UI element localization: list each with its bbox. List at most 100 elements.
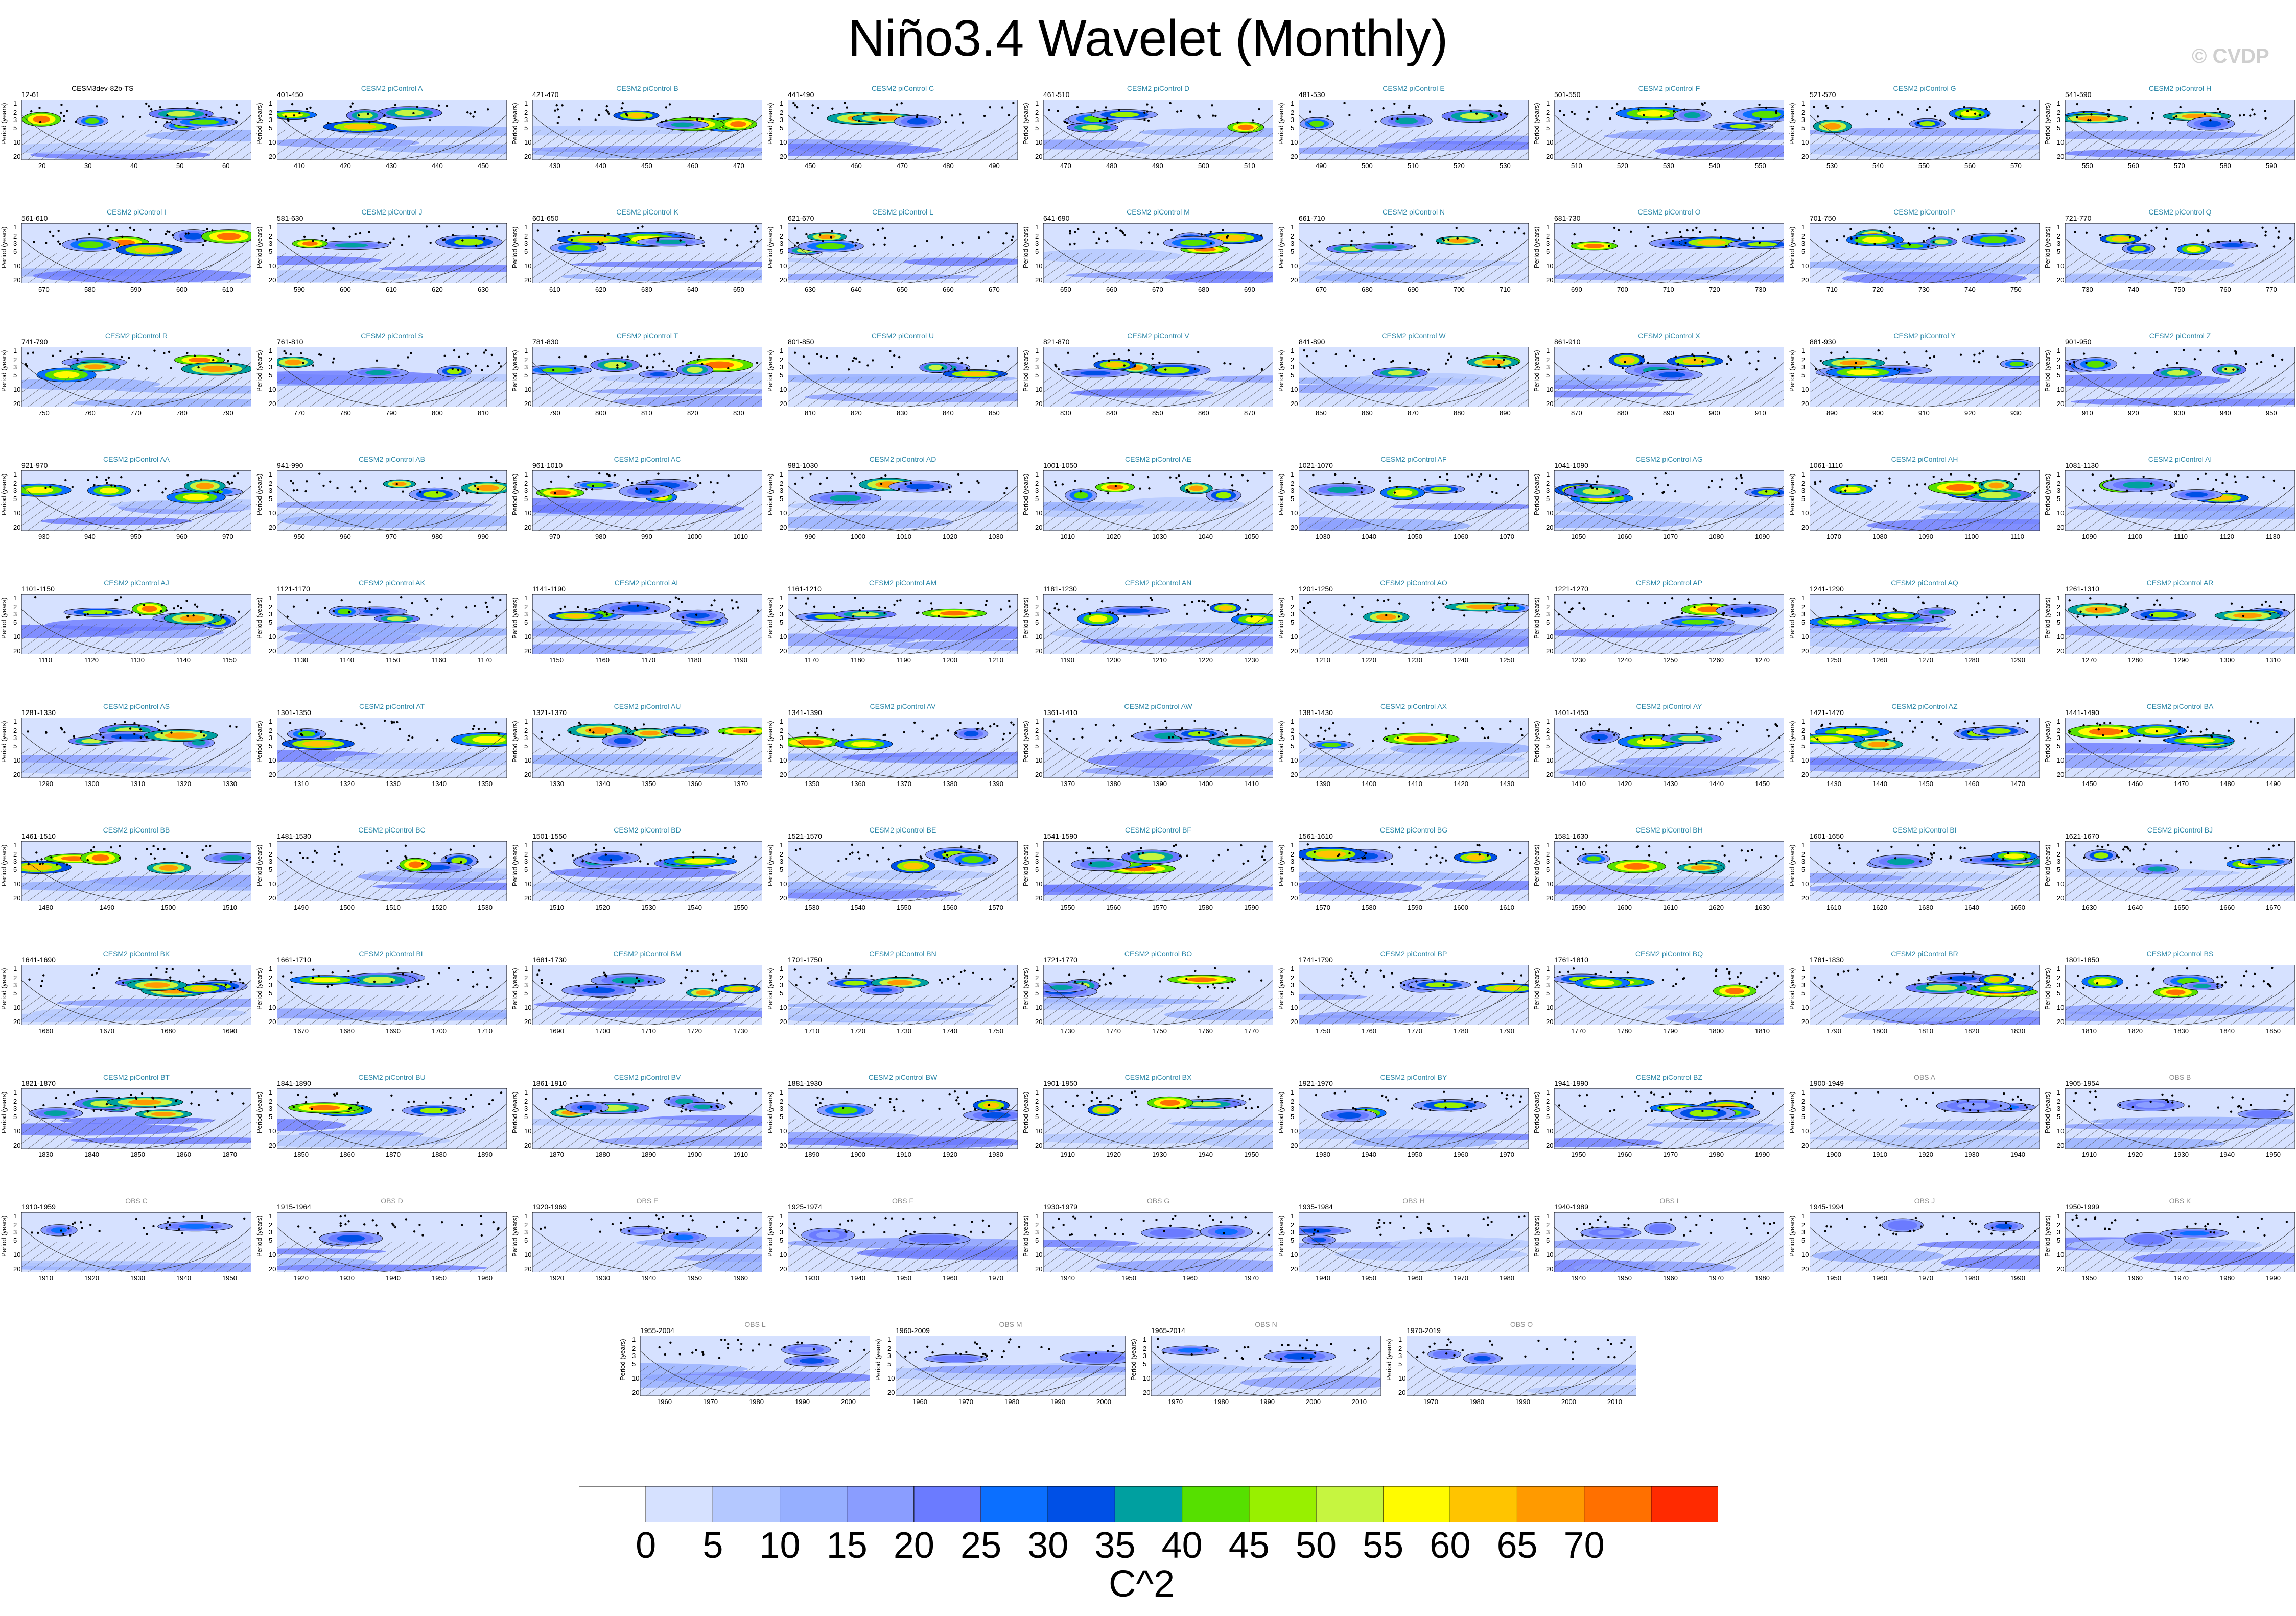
coi-hatch — [671, 129, 714, 160]
significance-dot — [1151, 242, 1154, 245]
coi-hatch — [2028, 151, 2040, 160]
y-tick-label: 3 — [269, 240, 273, 247]
significance-dot — [393, 721, 395, 724]
significance-dot — [1049, 730, 1052, 732]
significance-dot — [179, 237, 182, 240]
y-tick-label: 1 — [780, 347, 784, 354]
coi-hatch — [2257, 379, 2295, 407]
power-band — [1554, 501, 1706, 513]
power-band — [368, 868, 507, 878]
significance-dot — [143, 604, 146, 606]
coi-hatch — [551, 747, 594, 778]
significance-dot — [59, 350, 62, 352]
coi-hatch — [2230, 624, 2273, 654]
significance-dot — [1315, 350, 1318, 353]
significance-dot — [616, 366, 619, 369]
significance-dot — [2137, 121, 2139, 124]
significance-dot — [1338, 232, 1341, 234]
coi-hatch — [684, 624, 727, 654]
y-tick-label: 3 — [780, 240, 784, 247]
y-tick-label: 20 — [1035, 276, 1043, 284]
coi-hatch — [1089, 253, 1132, 283]
coi-hatch — [2124, 747, 2167, 778]
cone-of-influence — [532, 609, 762, 654]
y-axis-title: Period (years) — [511, 844, 519, 886]
y-tick-label: 5 — [780, 495, 784, 503]
coi-hatch — [1208, 500, 1251, 531]
significance-dot — [665, 731, 668, 733]
coi-hatch — [1586, 376, 1629, 407]
significance-dot — [1198, 731, 1201, 734]
significance-dot — [2021, 352, 2024, 355]
y-tick-label: 5 — [1291, 619, 1295, 626]
y-tick-label: 5 — [2057, 371, 2061, 379]
coi-hatch — [1299, 129, 1334, 155]
wavelet-panel: 821-870 CESM2 piControl V Period (years) 1 2… — [1022, 331, 1277, 454]
y-tick-label: 10 — [780, 880, 787, 888]
significance-dot — [1092, 355, 1095, 358]
coi-hatch — [1195, 500, 1238, 531]
significance-dot — [187, 232, 190, 235]
significance-dot — [1735, 477, 1738, 480]
significance-dot — [809, 472, 812, 476]
coi-hatch — [147, 871, 190, 901]
y-tick-label: 2 — [13, 850, 17, 858]
wavelet-panel: 1061-1110 CESM2 piControl AH Period (years… — [1788, 455, 2044, 578]
y-tick-label: 3 — [13, 363, 17, 371]
x-tick-label: 870 — [1571, 409, 1582, 417]
significance-dot — [1491, 115, 1494, 117]
significance-dot — [2277, 236, 2280, 239]
significance-dot — [2069, 363, 2071, 365]
significance-dot — [1009, 605, 1011, 608]
power-blob — [903, 862, 923, 870]
y-tick-label: 3 — [1035, 363, 1039, 371]
power-band — [277, 370, 456, 385]
wavelet-panel: 12-61 CESM3dev-82b-TS Period (years) 1 2 3 5 10… — [0, 84, 255, 207]
coi-hatch — [186, 376, 229, 407]
coi-hatch — [21, 871, 57, 897]
y-tick-label: 2 — [1801, 356, 1806, 364]
x-tick-label: 480 — [943, 162, 954, 170]
x-tick-label: 1370 — [733, 780, 748, 788]
significance-dot — [1146, 476, 1150, 479]
coi-hatch — [591, 253, 634, 283]
significance-dot — [2026, 731, 2029, 733]
coi-hatch — [644, 253, 687, 283]
coi-hatch — [1759, 760, 1784, 778]
y-tick-label: 5 — [1546, 495, 1550, 503]
x-tick-label: 1030 — [1152, 533, 1167, 540]
significance-dot — [1475, 720, 1478, 723]
coi-hatch — [538, 129, 581, 160]
significance-dot — [913, 245, 917, 248]
coi-hatch — [21, 871, 30, 878]
significance-dot — [1568, 611, 1571, 613]
panel-years-label: 821-870 — [1043, 338, 1070, 346]
significance-dot — [2005, 230, 2008, 232]
power-blob — [344, 124, 377, 130]
significance-dot — [170, 731, 173, 734]
coi-hatch — [1922, 253, 1964, 283]
significance-dot — [1226, 236, 1228, 239]
significance-dot — [1973, 353, 1976, 357]
significance-dot — [985, 600, 988, 602]
wavelet-power-plot — [532, 718, 762, 778]
y-tick-label: 10 — [524, 633, 532, 640]
significance-dot — [1611, 107, 1614, 110]
significance-dot — [1075, 851, 1078, 854]
significance-dot — [1441, 857, 1444, 859]
coi-hatch — [820, 129, 863, 160]
significance-dot — [1888, 117, 1890, 121]
coi-hatch — [1075, 624, 1118, 654]
significance-dot — [1935, 739, 1938, 741]
coi-hatch — [21, 871, 43, 887]
coi-hatch — [1129, 376, 1172, 407]
x-tick-label: 1430 — [1663, 780, 1678, 788]
y-tick-label: 3 — [269, 116, 273, 124]
coi-hatch — [277, 500, 312, 526]
coi-hatch — [1371, 871, 1414, 901]
significance-dot — [436, 739, 439, 742]
coi-hatch — [1304, 871, 1347, 901]
significance-dot — [1164, 720, 1167, 722]
significance-dot — [988, 857, 991, 859]
significance-dot — [50, 856, 53, 859]
